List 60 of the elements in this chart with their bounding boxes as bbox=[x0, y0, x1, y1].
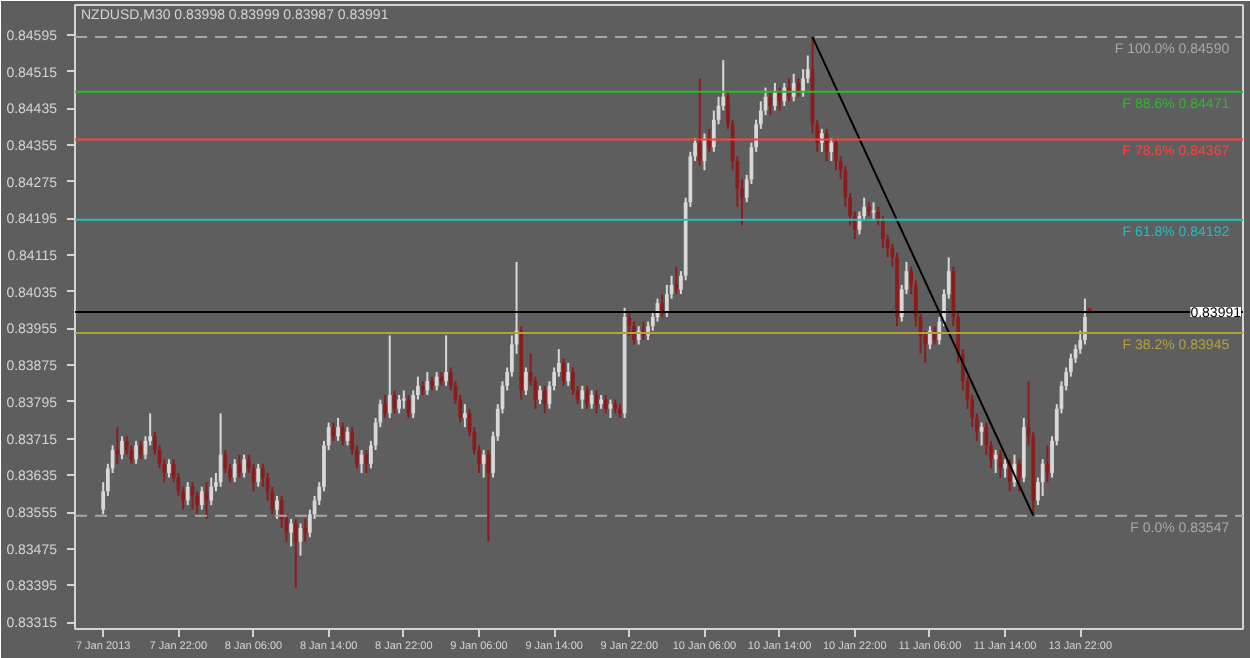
candlestick bbox=[660, 293, 665, 318]
candlestick bbox=[674, 265, 679, 296]
candlestick bbox=[124, 435, 129, 456]
candlestick bbox=[571, 366, 575, 396]
candlestick bbox=[387, 334, 392, 419]
candlestick bbox=[773, 82, 777, 112]
candlestick bbox=[993, 449, 998, 474]
candlestick bbox=[293, 517, 298, 589]
candlestick bbox=[199, 485, 204, 511]
candlestick bbox=[1045, 444, 1050, 484]
candlestick bbox=[129, 444, 134, 465]
candlestick bbox=[303, 517, 308, 543]
candlestick bbox=[566, 361, 571, 387]
candlestick bbox=[364, 449, 369, 474]
candlestick bbox=[697, 77, 702, 167]
candlestick bbox=[289, 517, 293, 548]
candlestick bbox=[185, 481, 190, 507]
candlestick bbox=[834, 137, 838, 172]
candlestick bbox=[1040, 458, 1045, 497]
candlestick bbox=[138, 439, 143, 461]
candlestick bbox=[1083, 297, 1087, 346]
candlestick bbox=[538, 384, 542, 406]
candlestick bbox=[134, 439, 138, 465]
candlestick bbox=[256, 462, 261, 488]
candlestick bbox=[542, 384, 547, 415]
candlestick bbox=[881, 215, 885, 250]
candlestick bbox=[524, 366, 528, 396]
candlestick bbox=[434, 371, 439, 392]
candlestick bbox=[585, 384, 589, 410]
candlestick bbox=[331, 421, 336, 442]
candlestick bbox=[486, 449, 491, 543]
candlestick bbox=[336, 416, 340, 442]
candlestick bbox=[481, 449, 486, 479]
candlestick bbox=[167, 458, 171, 479]
candlestick bbox=[791, 72, 796, 103]
candlestick bbox=[928, 325, 932, 351]
candlestick bbox=[120, 435, 124, 461]
candlestick bbox=[820, 127, 824, 153]
candlestick bbox=[232, 458, 237, 484]
candlestick bbox=[1017, 458, 1022, 493]
candlestick bbox=[115, 426, 120, 465]
candlestick bbox=[340, 421, 345, 447]
candlestick bbox=[603, 394, 608, 415]
candlestick bbox=[223, 449, 228, 474]
candlestick bbox=[242, 453, 246, 479]
candlestick bbox=[1003, 458, 1007, 479]
candlestick bbox=[195, 490, 200, 516]
candlestick bbox=[829, 137, 834, 162]
candlestick bbox=[425, 371, 430, 396]
candlestick bbox=[383, 394, 387, 419]
candlestick bbox=[627, 311, 632, 337]
candlestick bbox=[580, 384, 585, 410]
candlestick bbox=[463, 403, 467, 429]
candlestick bbox=[209, 476, 214, 507]
candlestick bbox=[397, 394, 401, 415]
candlestick bbox=[444, 334, 448, 387]
candlestick bbox=[275, 494, 279, 520]
candlestick bbox=[589, 389, 594, 410]
candlestick bbox=[768, 91, 773, 117]
candlestick bbox=[664, 283, 669, 318]
